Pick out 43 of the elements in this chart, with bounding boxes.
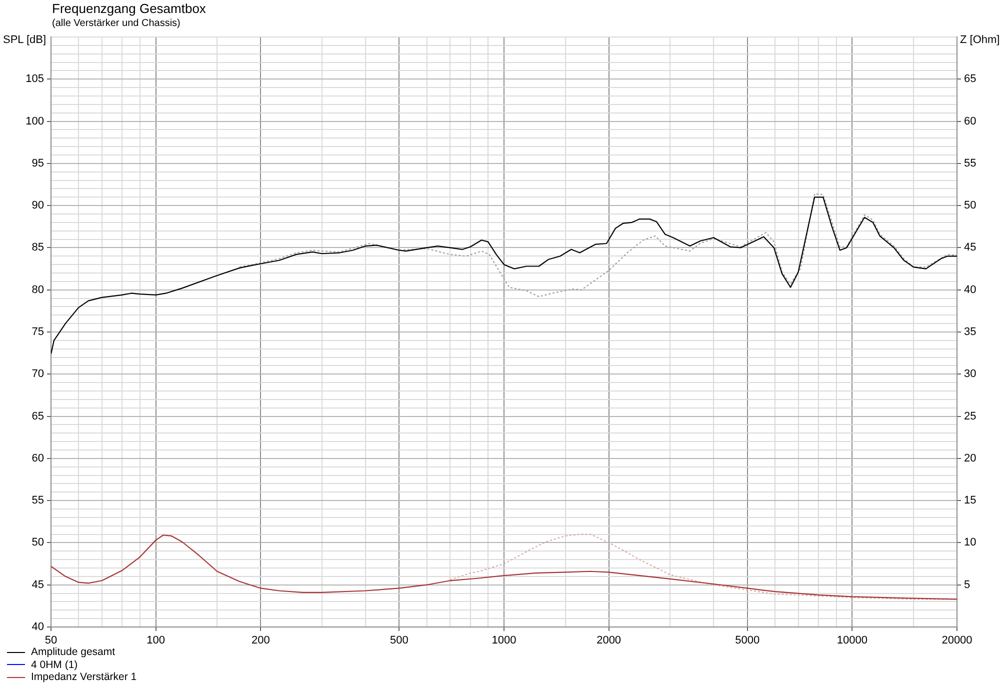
- legend-label: Amplitude gesamt: [31, 646, 116, 658]
- y-tick-label: 50: [32, 536, 44, 549]
- y-tick-label: 105: [26, 73, 44, 86]
- y2-tick-label: 40: [964, 284, 976, 296]
- y2-tick-label: 5: [964, 578, 970, 591]
- y2-tick-label: 65: [964, 73, 976, 86]
- y2-axis-title: Z [Ohm]: [960, 34, 1000, 46]
- y-tick-label: 100: [26, 115, 44, 128]
- y-tick-label: 60: [32, 452, 44, 464]
- y-tick-label: 55: [32, 494, 44, 507]
- legend-label: Impedanz Verstärker 1: [31, 671, 137, 684]
- y2-tick-label: 35: [964, 326, 976, 338]
- y-tick-label: 75: [32, 326, 44, 338]
- x-tick-label: 100: [146, 634, 165, 647]
- x-tick-label: 1000: [492, 634, 516, 647]
- y-tick-label: 70: [32, 368, 44, 380]
- y2-tick-label: 20: [964, 452, 976, 464]
- y2-tick-label: 45: [964, 242, 976, 254]
- y2-tick-label: 15: [964, 494, 976, 507]
- y2-tick-label: 10: [964, 536, 976, 549]
- y2-tick-label: 25: [964, 410, 976, 422]
- x-tick-label: 10000: [836, 634, 868, 647]
- legend-label: 4 0HM (1): [31, 658, 78, 671]
- chart-subtitle: (alle Verstärker und Chassis): [52, 18, 180, 29]
- x-tick-label: 2000: [596, 634, 622, 647]
- y-tick-label: 65: [32, 410, 44, 422]
- x-tick-label: 5000: [735, 634, 760, 647]
- y2-tick-label: 50: [964, 200, 976, 212]
- y-tick-label: 40: [32, 621, 44, 634]
- y-tick-label: 95: [32, 157, 44, 170]
- y2-tick-label: 60: [964, 115, 976, 128]
- y-axis-title: SPL [dB]: [3, 34, 46, 46]
- x-tick-label: 50: [44, 634, 58, 647]
- y2-tick-label: 30: [964, 368, 976, 380]
- y-tick-label: 90: [32, 200, 44, 212]
- x-tick-label: 20000: [942, 634, 972, 647]
- x-tick-label: 200: [251, 634, 270, 647]
- y-tick-label: 85: [32, 242, 44, 254]
- y2-tick-label: 55: [964, 157, 976, 170]
- x-tick-label: 500: [390, 634, 408, 647]
- y-tick-label: 80: [32, 284, 44, 296]
- y-tick-label: 45: [32, 578, 44, 591]
- chart-title: Frequenzgang Gesamtbox: [52, 1, 206, 16]
